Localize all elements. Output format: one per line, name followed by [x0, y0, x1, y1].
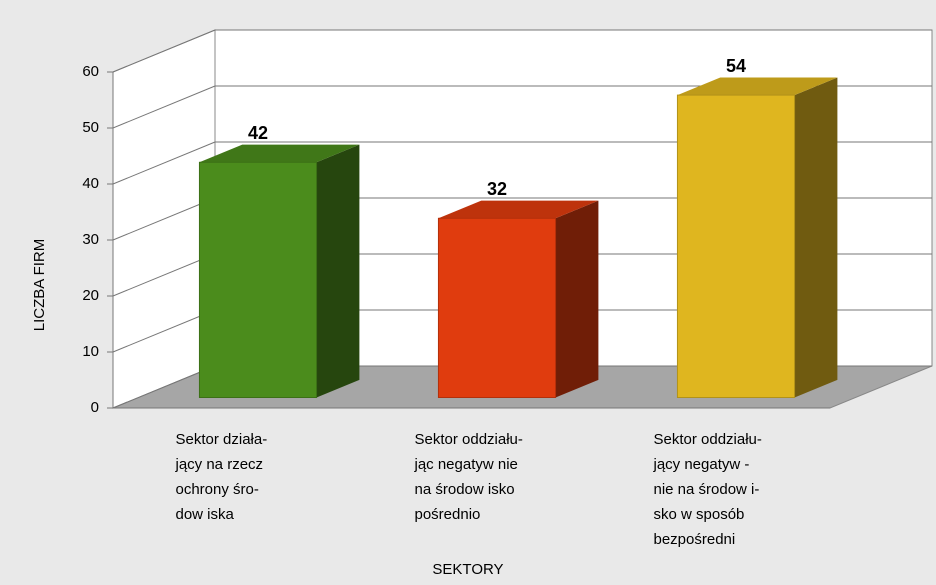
bar-front	[198, 161, 318, 398]
value-label: 32	[487, 179, 507, 199]
x-axis-title: SEKTORY	[432, 561, 503, 578]
bar-top	[438, 200, 599, 219]
x-tick-label: Sektor działa-	[176, 431, 268, 448]
x-tick-label: jący na rzecz	[175, 456, 264, 473]
grid-line	[112, 309, 216, 353]
grid-line	[112, 253, 216, 297]
x-tick-label: Sektor oddziału-	[654, 431, 762, 448]
x-tick-label: dow iska	[176, 506, 235, 523]
x-tick-label: jący negatyw -	[653, 456, 750, 473]
value-label: 54	[726, 56, 746, 76]
bar-side	[316, 144, 360, 398]
x-tick-label: bezpośredni	[654, 531, 736, 548]
y-axis-title: LICZBA FIRM	[31, 239, 48, 332]
bar-side	[794, 77, 838, 398]
grid-line	[112, 85, 216, 129]
grid-line	[112, 29, 216, 73]
value-label: 42	[248, 123, 268, 143]
y-tick-label: 50	[82, 119, 99, 136]
bar	[198, 144, 360, 398]
y-tick-label: 40	[82, 175, 99, 192]
x-tick-label: nie na środow i-	[654, 481, 760, 498]
y-tick-label: 60	[82, 63, 99, 80]
x-tick-label: pośrednio	[415, 506, 481, 523]
x-tick-label: Sektor oddziału-	[415, 431, 523, 448]
bar-side	[555, 200, 599, 398]
y-tick-label: 30	[82, 231, 99, 248]
grid-line	[112, 141, 216, 185]
bar-front	[676, 94, 796, 398]
x-tick-label: ochrony śro-	[176, 481, 259, 498]
bar-top	[677, 77, 838, 96]
bar	[676, 77, 838, 398]
bar	[437, 200, 599, 398]
bar-top	[199, 144, 360, 163]
x-tick-label: jąc negatyw nie	[414, 456, 518, 473]
grid-line	[112, 197, 216, 241]
bar-front	[437, 217, 557, 398]
grid-line	[112, 365, 216, 409]
x-tick-label: na środow isko	[415, 481, 515, 498]
x-tick-label: sko w sposób	[654, 506, 745, 523]
y-tick-label: 10	[82, 343, 99, 360]
y-tick-label: 20	[82, 287, 99, 304]
y-tick-label: 0	[91, 399, 99, 416]
